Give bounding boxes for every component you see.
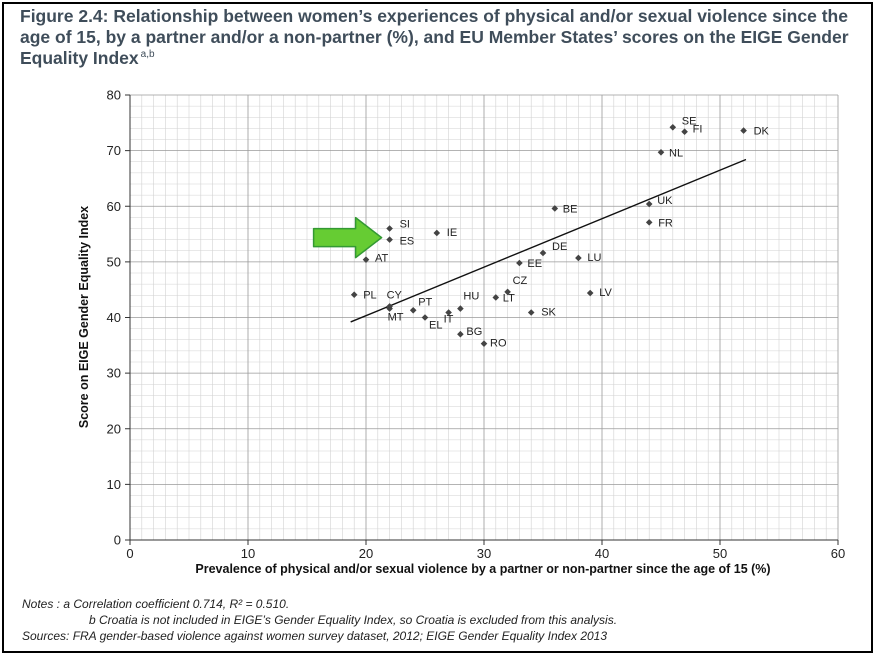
point-ee (516, 259, 523, 267)
y-tick-label: 70 (107, 143, 121, 158)
point-label-lt: LT (503, 292, 515, 304)
y-axis-title: Score on EIGE Gender Equality Index (77, 206, 91, 428)
point-label-se: SE (682, 115, 697, 127)
point-label-lv: LV (599, 287, 612, 299)
point-label-cz: CZ (513, 275, 528, 287)
trendline-group (350, 158, 747, 323)
point-label-be: BE (563, 203, 578, 215)
point-label-pt: PT (418, 296, 432, 308)
x-tick-label: 30 (477, 546, 491, 561)
x-tick-label: 20 (359, 546, 373, 561)
point-label-fr: FR (658, 217, 673, 229)
arrow-right-icon (312, 216, 383, 259)
note-line-b: b Croatia is not included in EIGE’s Gend… (89, 613, 618, 627)
point-se (669, 123, 677, 131)
y-tick-label: 40 (107, 310, 121, 325)
y-tick-label: 50 (107, 254, 121, 269)
point-es (386, 236, 393, 243)
point-label-ie: IE (447, 227, 457, 239)
point-label-pl: PL (363, 290, 376, 302)
point-label-nl: NL (669, 147, 683, 159)
point-el (421, 314, 429, 321)
figure-title: Figure 2.4: Relationship between women’s… (20, 6, 850, 69)
point-label-es: ES (400, 236, 415, 248)
point-si (386, 225, 393, 232)
major-gridlines (130, 94, 839, 540)
point-label-fi: FI (693, 124, 703, 136)
point-label-ee: EE (527, 258, 542, 270)
point-label-el: EL (429, 320, 442, 332)
point-fi (681, 128, 688, 136)
tick-labels: 0 10 20 30 40 50 60 0 10 20 30 40 50 60 70 80 (107, 88, 846, 562)
data-points (350, 123, 747, 347)
highlight-group (312, 216, 383, 259)
y-tick-label: 30 (107, 366, 121, 381)
point-label-hu: HU (463, 291, 479, 303)
point-fr (645, 219, 653, 226)
point-label-mt: MT (388, 312, 404, 324)
point-pl (350, 291, 358, 298)
y-tick-label: 10 (107, 477, 121, 492)
point-label-dk: DK (754, 126, 770, 138)
x-tick-label: 40 (595, 546, 609, 561)
point-dk (740, 127, 747, 134)
axes (125, 94, 839, 545)
point-label-it: IT (444, 313, 454, 325)
point-hu (457, 305, 464, 312)
y-tick-label: 0 (114, 533, 121, 548)
point-label-lu: LU (587, 252, 601, 264)
point-cz (504, 288, 511, 296)
point-label-de: DE (552, 241, 567, 253)
figure-notes: Notes : a Correlation coefficient 0.714,… (22, 596, 617, 644)
point-sk (527, 309, 535, 316)
x-axis-title: Prevalence of physical and/or sexual vio… (195, 562, 770, 576)
y-tick-label: 60 (107, 199, 121, 214)
y-tick-label: 20 (107, 421, 121, 436)
point-lv (586, 289, 594, 297)
title-superscript: a,b (140, 49, 155, 61)
point-label-cy: CY (387, 289, 403, 301)
point-label-at: AT (375, 253, 389, 265)
x-tick-label: 50 (713, 546, 727, 561)
point-label-bg: BG (466, 326, 482, 338)
point-label-ro: RO (490, 338, 507, 350)
x-tick-label: 10 (241, 546, 255, 561)
point-ro (480, 340, 488, 347)
sources-line: Sources: FRA gender-based violence again… (22, 629, 608, 643)
y-tick-label: 80 (107, 88, 121, 103)
point-lt (492, 294, 500, 301)
point-de (539, 249, 547, 257)
point-label-sk: SK (541, 306, 556, 318)
point-bg (457, 330, 464, 338)
point-pt (409, 306, 417, 314)
point-ie (433, 229, 441, 237)
point-label-si: SI (400, 219, 410, 231)
point-mt (386, 305, 393, 312)
point-lu (575, 254, 582, 262)
point-be (551, 205, 559, 212)
point-it (445, 309, 452, 316)
point-nl (657, 148, 665, 156)
note-line-a: Notes : a Correlation coefficient 0.714,… (22, 597, 290, 611)
trendline (350, 158, 747, 323)
x-tick-label: 60 (831, 546, 845, 561)
x-tick-label: 0 (126, 546, 133, 561)
figure-title-text: Figure 2.4: Relationship between women’s… (20, 6, 849, 68)
point-label-uk: UK (657, 195, 673, 207)
point-at (362, 256, 370, 263)
point-uk (645, 200, 653, 208)
